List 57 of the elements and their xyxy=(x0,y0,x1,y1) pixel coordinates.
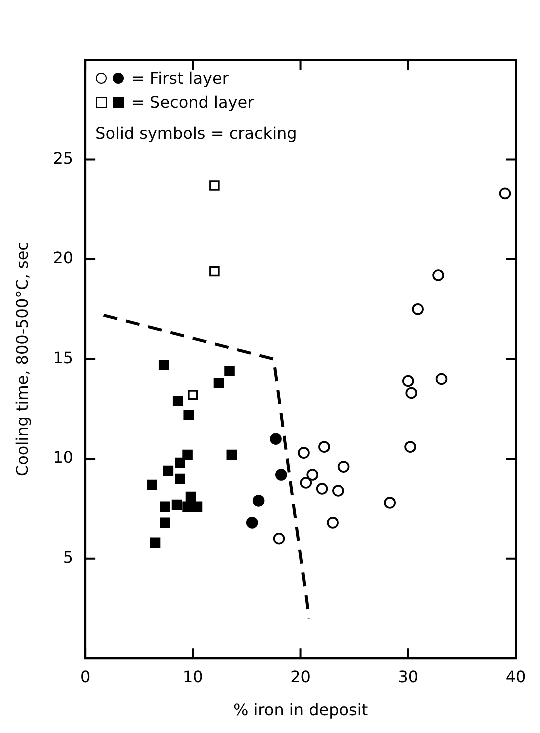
point xyxy=(186,492,196,502)
point xyxy=(210,180,220,191)
point xyxy=(160,518,170,528)
point xyxy=(276,469,288,481)
y-tick-label: 5 xyxy=(63,548,74,567)
x-tick-label: 20 xyxy=(290,667,311,686)
point xyxy=(158,360,170,370)
annotation: Solid symbols = cracking xyxy=(96,124,298,143)
y-tick-label: 25 xyxy=(53,148,74,168)
point xyxy=(273,532,286,545)
point xyxy=(338,461,350,473)
y-axis-title: Cooling time, 800-500°C, sec xyxy=(12,242,32,477)
x-tick-label: 30 xyxy=(398,667,419,686)
y-tick-label: 20 xyxy=(53,248,74,268)
point xyxy=(332,485,344,497)
point xyxy=(298,447,310,459)
point xyxy=(404,441,416,453)
point xyxy=(182,450,193,460)
point xyxy=(270,433,282,446)
point xyxy=(224,366,235,376)
point xyxy=(192,502,203,512)
x-axis-title: % iron in deposit xyxy=(233,700,368,720)
point xyxy=(147,480,158,490)
point xyxy=(210,266,220,277)
legend-label: = Second layer xyxy=(132,92,254,112)
legend-label: = First layer xyxy=(132,68,229,88)
point xyxy=(306,469,319,481)
point xyxy=(184,410,194,420)
point xyxy=(188,390,198,400)
point xyxy=(316,483,328,495)
point xyxy=(300,477,312,489)
point xyxy=(160,502,170,512)
point xyxy=(214,378,224,388)
point xyxy=(172,500,182,510)
point xyxy=(406,387,418,400)
point xyxy=(327,517,339,529)
x-tick-label: 40 xyxy=(506,667,526,686)
x-tick-label: 0 xyxy=(80,667,91,686)
point xyxy=(163,466,174,476)
point xyxy=(182,502,193,512)
point xyxy=(432,270,444,282)
point xyxy=(499,188,512,200)
point xyxy=(252,495,265,507)
x-tick-label: 10 xyxy=(182,667,204,686)
point xyxy=(226,450,238,460)
point xyxy=(172,396,184,406)
point xyxy=(175,474,186,484)
point xyxy=(318,441,330,453)
point xyxy=(175,458,186,468)
point xyxy=(246,517,258,529)
point xyxy=(436,373,448,386)
point xyxy=(150,538,161,548)
point xyxy=(412,304,424,316)
point xyxy=(384,497,396,509)
point xyxy=(402,375,414,388)
y-tick-label: 15 xyxy=(53,348,74,368)
y-tick-label: 10 xyxy=(53,448,74,468)
